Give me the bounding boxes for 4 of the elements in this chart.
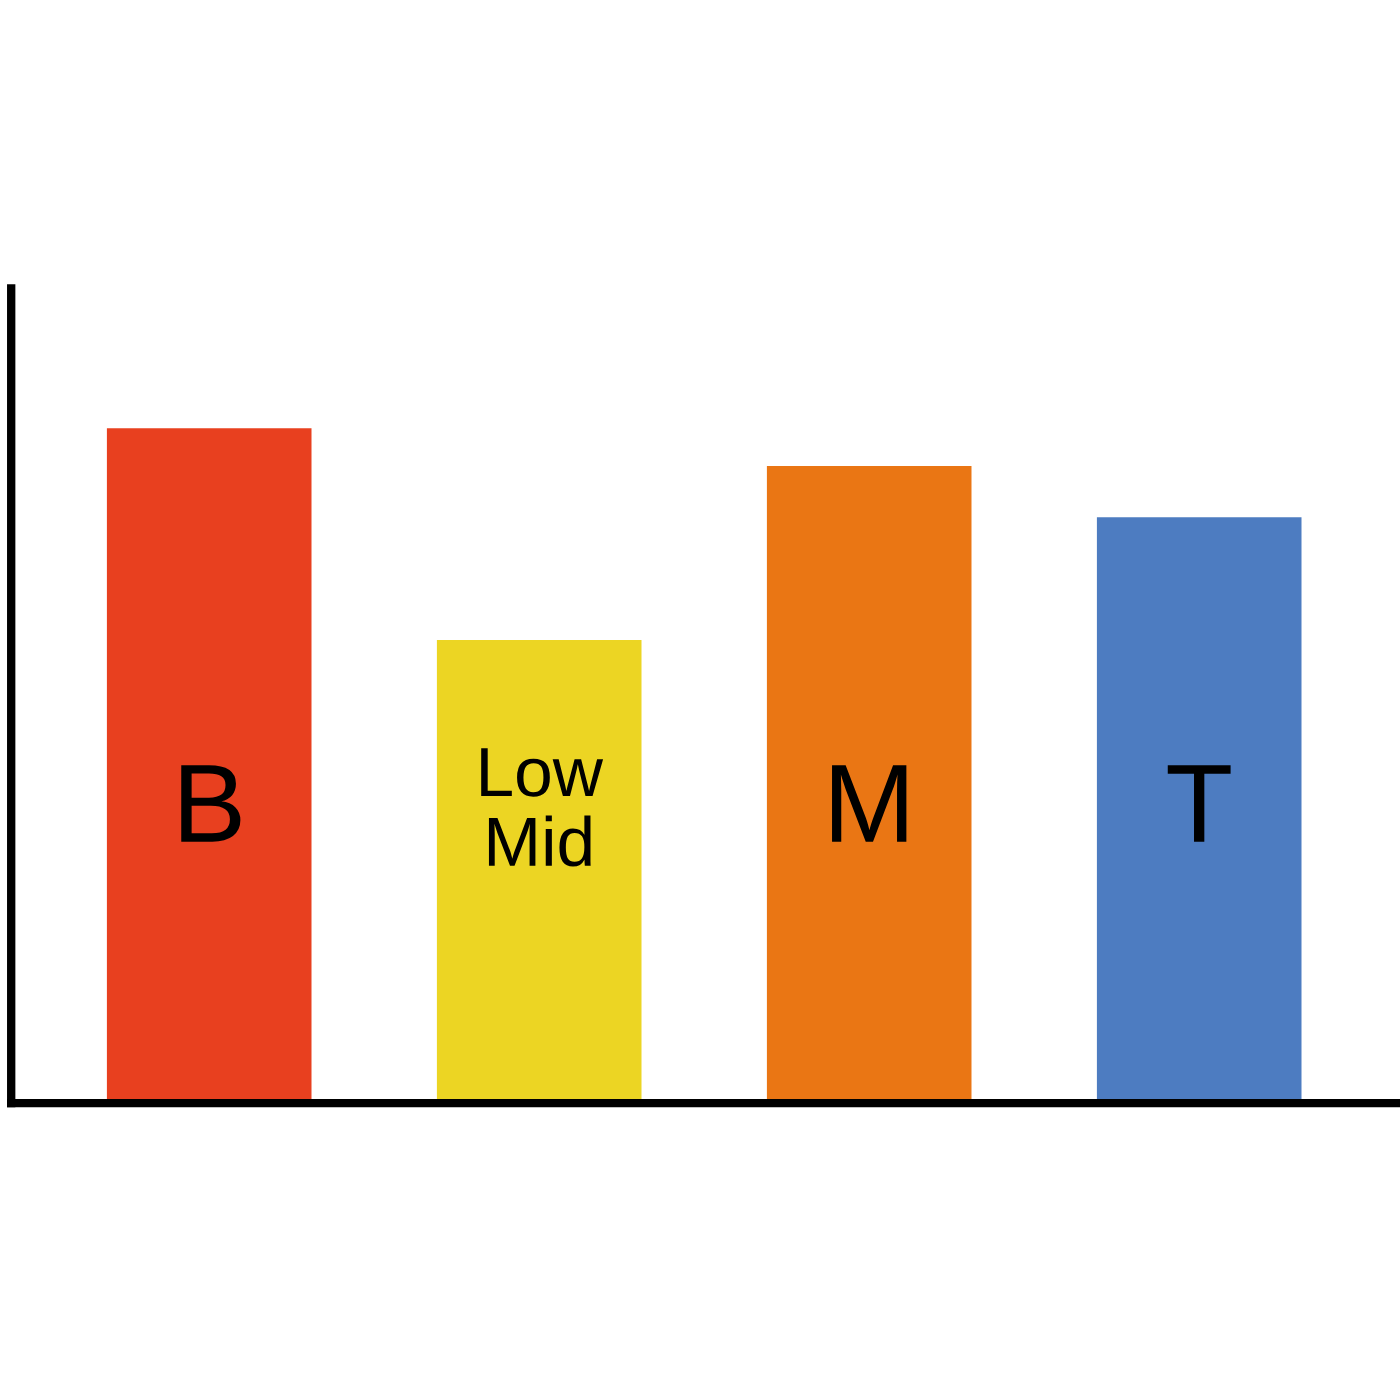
x-tick-label: T: [1167, 765, 1231, 842]
x-tick-label: Low Mid: [481, 748, 604, 867]
x-tick-label: B: [181, 765, 241, 842]
x-tick-label: M: [832, 765, 907, 842]
